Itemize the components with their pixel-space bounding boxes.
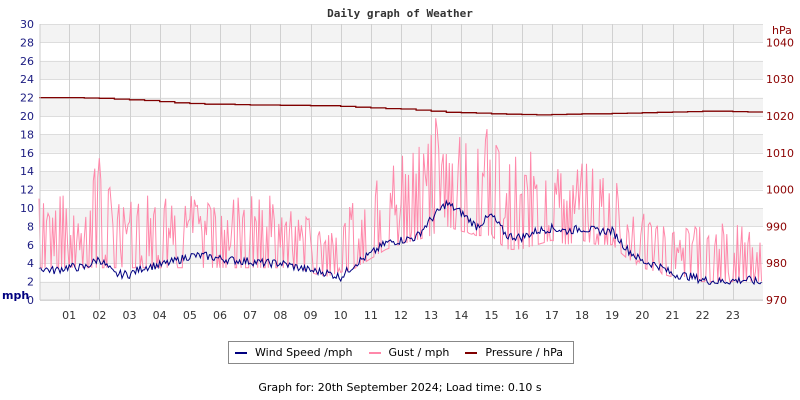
wind-speed-swatch-icon	[235, 351, 247, 354]
svg-text:15: 15	[485, 309, 499, 322]
svg-text:4: 4	[27, 257, 34, 270]
svg-text:13: 13	[424, 309, 438, 322]
svg-text:970: 970	[766, 294, 787, 307]
gust-series	[38, 118, 762, 283]
weather-chart: Daily graph of Weather 02468101214161820…	[2, 7, 794, 322]
legend-item-gust: Gust / mph	[368, 346, 450, 359]
svg-text:20: 20	[20, 110, 34, 123]
svg-text:08: 08	[273, 309, 287, 322]
svg-text:26: 26	[20, 55, 34, 68]
svg-text:10: 10	[20, 202, 34, 215]
svg-text:24: 24	[20, 73, 34, 86]
svg-text:6: 6	[27, 239, 34, 252]
svg-text:02: 02	[92, 309, 106, 322]
svg-text:06: 06	[213, 309, 227, 322]
y-axis-right-unit: hPa	[772, 24, 792, 37]
svg-text:2: 2	[27, 276, 34, 289]
svg-text:1000: 1000	[766, 184, 794, 197]
pressure-swatch-icon	[465, 351, 478, 354]
svg-text:14: 14	[20, 165, 34, 178]
svg-text:19: 19	[605, 309, 619, 322]
svg-text:10: 10	[334, 309, 348, 322]
svg-text:21: 21	[666, 309, 680, 322]
legend: Wind Speed /mph Gust / mph Pressure / hP…	[228, 341, 574, 364]
legend-label-gust: Gust / mph	[388, 346, 450, 359]
svg-text:03: 03	[123, 309, 137, 322]
legend-item-wind-speed: Wind Speed /mph	[235, 346, 353, 359]
svg-text:28: 28	[20, 36, 34, 49]
svg-text:22: 22	[20, 92, 34, 105]
svg-text:990: 990	[766, 220, 787, 233]
pressure-series	[39, 96, 763, 116]
svg-text:17: 17	[545, 309, 559, 322]
legend-label-pressure: Pressure / hPa	[485, 346, 563, 359]
x-axis-ticks: 01 02 03 04 05 06 07 08 09 10 11 12 13 14 15 16 17 18 19 20…	[62, 309, 740, 322]
svg-text:20: 20	[635, 309, 649, 322]
y-axis-right-ticks: 970 980 990 1000 1010 1020 1030 1040	[766, 36, 794, 307]
svg-text:16: 16	[20, 147, 34, 160]
svg-text:1010: 1010	[766, 147, 794, 160]
legend-label-wind-speed: Wind Speed /mph	[255, 346, 353, 359]
y-axis-left-unit: mph	[2, 289, 29, 302]
svg-text:12: 12	[394, 309, 408, 322]
svg-text:1030: 1030	[766, 73, 794, 86]
svg-text:18: 18	[20, 128, 34, 141]
chart-title: Daily graph of Weather	[327, 7, 473, 20]
svg-text:0: 0	[27, 294, 34, 307]
svg-text:09: 09	[304, 309, 318, 322]
svg-text:05: 05	[183, 309, 197, 322]
svg-text:01: 01	[62, 309, 76, 322]
svg-text:8: 8	[27, 220, 34, 233]
svg-text:1020: 1020	[766, 110, 794, 123]
svg-text:07: 07	[243, 309, 257, 322]
svg-text:980: 980	[766, 257, 787, 270]
svg-text:30: 30	[20, 18, 34, 31]
svg-text:23: 23	[726, 309, 740, 322]
svg-text:04: 04	[153, 309, 167, 322]
svg-text:11: 11	[364, 309, 378, 322]
svg-text:12: 12	[20, 184, 34, 197]
svg-text:22: 22	[696, 309, 710, 322]
legend-item-pressure: Pressure / hPa	[465, 346, 563, 359]
svg-text:14: 14	[454, 309, 468, 322]
svg-text:18: 18	[575, 309, 589, 322]
footer-status: Graph for: 20th September 2024; Load tim…	[258, 381, 542, 394]
wind-speed-series	[38, 199, 762, 286]
svg-text:16: 16	[515, 309, 529, 322]
svg-text:1040: 1040	[766, 36, 794, 49]
gust-swatch-icon	[368, 351, 381, 354]
